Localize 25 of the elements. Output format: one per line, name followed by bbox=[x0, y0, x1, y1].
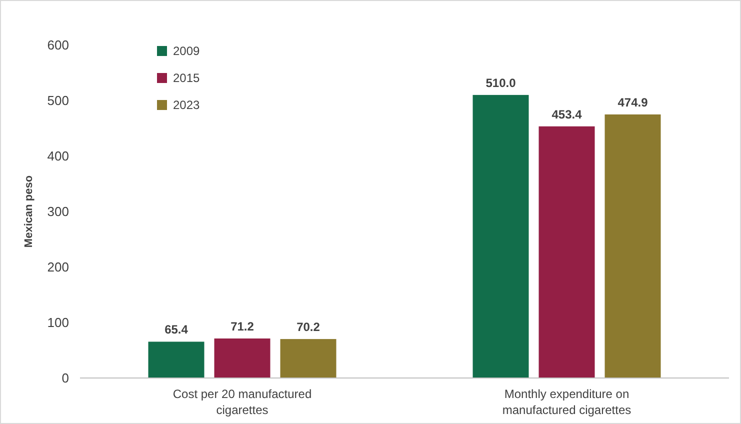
text: 510.0 bbox=[486, 76, 516, 90]
bar bbox=[148, 342, 204, 378]
y-tick-label: 100 bbox=[47, 315, 69, 330]
x-tick-label: Monthly expenditure on manufactured cigarettes bbox=[502, 387, 632, 417]
bar bbox=[538, 126, 595, 378]
y-tick-label: 500 bbox=[47, 93, 69, 108]
y-tick-label: 600 bbox=[47, 38, 69, 53]
bar bbox=[214, 338, 270, 378]
y-tick-label: 400 bbox=[47, 148, 69, 164]
text: 474.9 bbox=[618, 95, 648, 110]
y-tick-label: 0 bbox=[62, 370, 69, 386]
text: 453.4 bbox=[552, 107, 582, 122]
y-tick-label: 200 bbox=[47, 260, 69, 275]
y-tick-label: 300 bbox=[47, 204, 69, 220]
y-axis-title: Mexican peso bbox=[23, 175, 35, 248]
bar bbox=[472, 94, 529, 378]
bar bbox=[604, 114, 661, 378]
legend-label: 2009 bbox=[173, 44, 200, 58]
x-tick-label: Cost per 20 manufactured cigarettes bbox=[172, 387, 312, 417]
text: 70.2 bbox=[296, 320, 320, 334]
legend-label: 2023 bbox=[173, 98, 200, 112]
bar bbox=[280, 339, 336, 378]
legend-label: 2015 bbox=[173, 71, 200, 86]
text: 65.4 bbox=[164, 322, 188, 337]
text: 71.2 bbox=[230, 319, 254, 334]
